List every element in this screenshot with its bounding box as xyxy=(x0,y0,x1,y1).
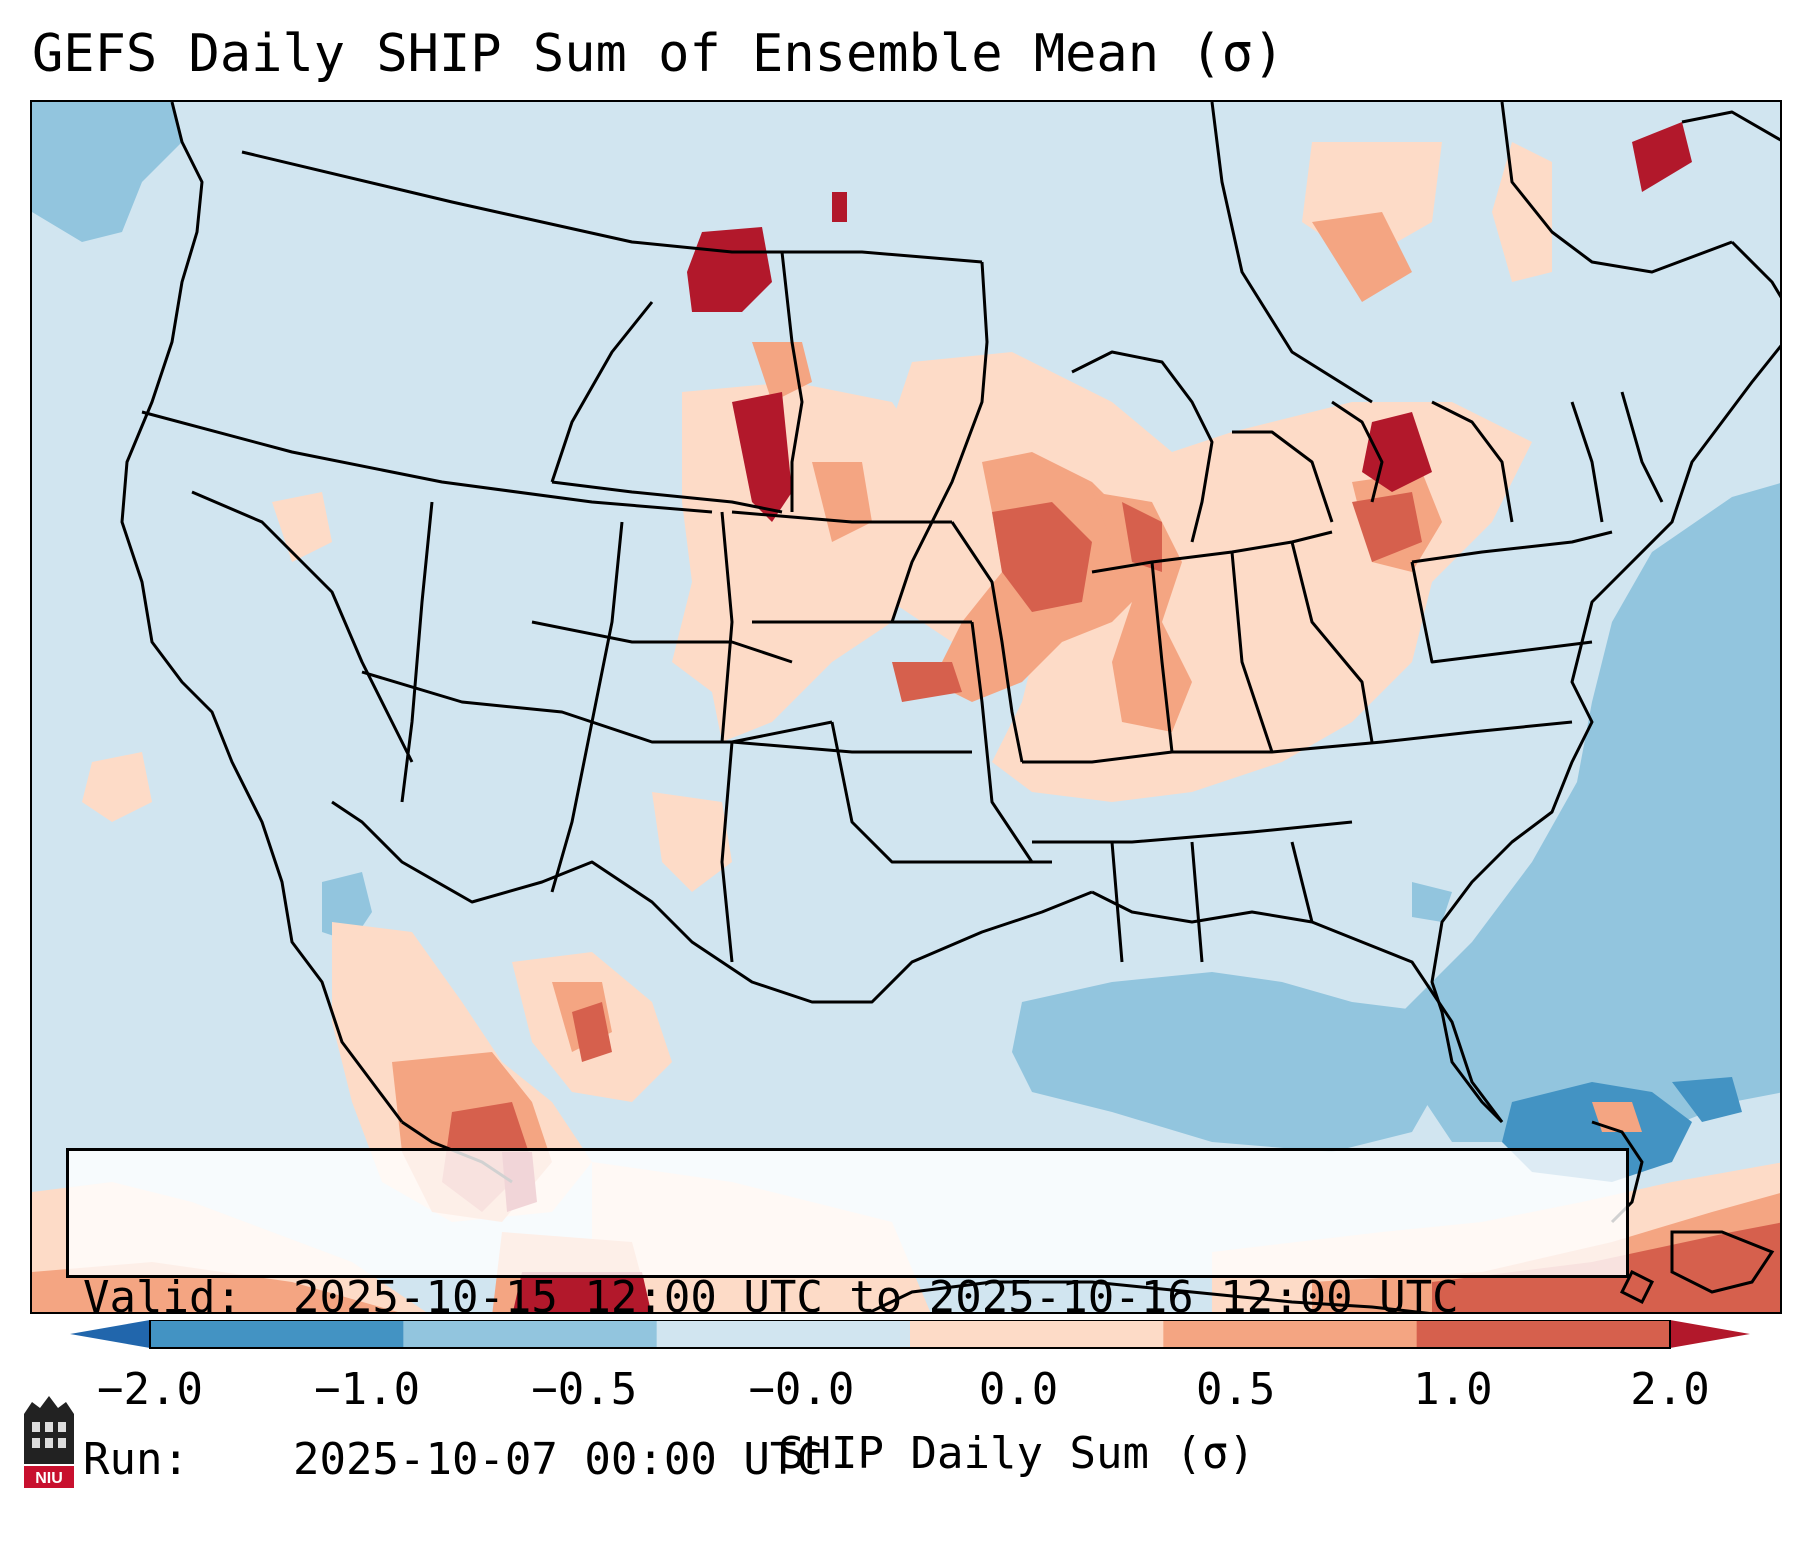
colorbar-tick-label: 2.0 xyxy=(1630,1364,1710,1415)
colorbar-segment xyxy=(910,1320,1164,1348)
colorbar-tick-label: −0.5 xyxy=(531,1364,638,1415)
colorbar-segment xyxy=(403,1320,658,1348)
valid-label: Valid: xyxy=(83,1272,242,1323)
colorbar-tick-label: 0.0 xyxy=(978,1364,1059,1415)
colorbar-tick-label: −2.0 xyxy=(97,1364,203,1415)
colorbar-segment xyxy=(150,1320,404,1348)
niu-logo-icon: NIU xyxy=(24,1396,74,1488)
negative-anomaly-regions xyxy=(32,102,1780,1152)
run-time: 2025-10-07 00:00 UTC xyxy=(293,1434,823,1485)
anomaly-map xyxy=(32,102,1780,1312)
colorbar-segment xyxy=(656,1320,911,1348)
colorbar-tick-label: 0.5 xyxy=(1195,1364,1276,1415)
map-panel xyxy=(30,100,1782,1314)
state-boundaries xyxy=(120,102,1780,1184)
colorbar-label: SHIP Daily Sum (σ) xyxy=(778,1428,1255,1479)
logo-text: NIU xyxy=(35,1470,63,1487)
map-title: GEFS Daily SHIP Sum of Ensemble Mean (σ) xyxy=(32,24,1285,84)
colorbar xyxy=(70,1320,1750,1349)
run-label: Run: xyxy=(83,1434,189,1485)
colorbar-tick-label: −1.0 xyxy=(314,1364,421,1415)
colorbar-tick-label: 1.0 xyxy=(1413,1364,1493,1415)
colorbar-tick-label: −0.0 xyxy=(748,1364,855,1415)
colorbar-segment xyxy=(1416,1320,1671,1348)
valid-run-info-box: Valid: 2025-10-15 12:00 UTC to 2025-10-16… xyxy=(66,1148,1629,1485)
valid-time-range: 2025-10-15 12:00 UTC to 2025-10-16 12:00… xyxy=(293,1272,1459,1323)
colorbar-segment xyxy=(1163,1320,1418,1348)
colorbar-extend-low xyxy=(70,1320,150,1348)
colorbar-extend-high xyxy=(1670,1320,1750,1348)
